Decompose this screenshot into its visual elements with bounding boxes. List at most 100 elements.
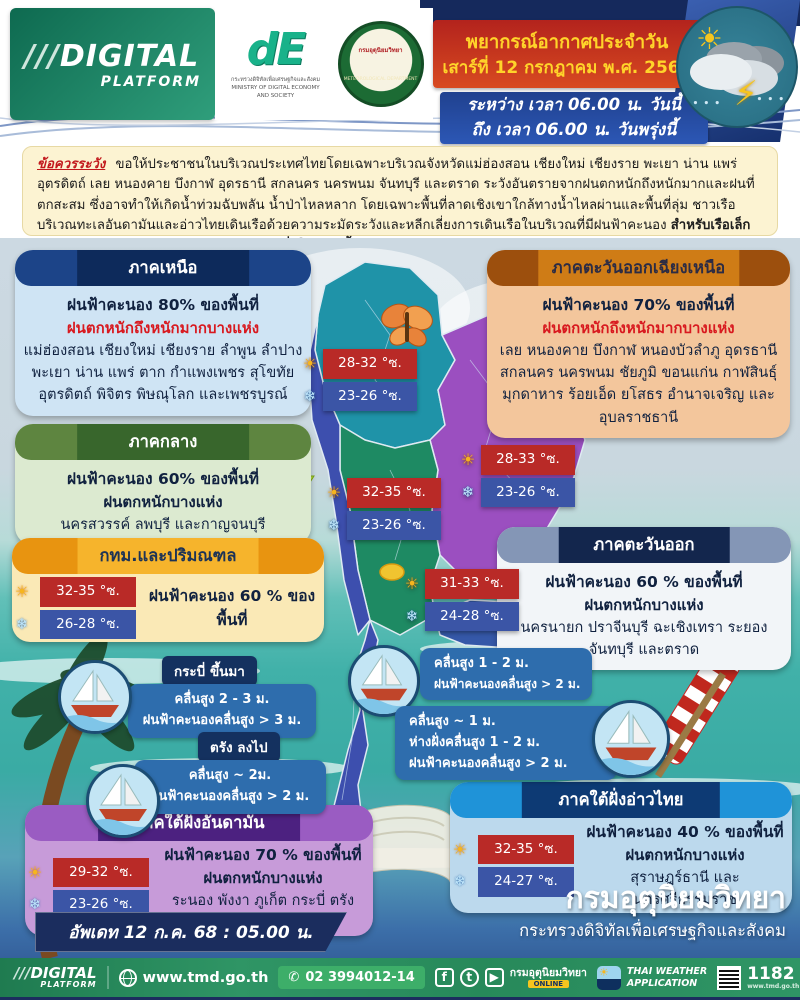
gulf-upper-wave-box: คลื่นสูง 1 - 2 ม. ฝนฟ้าคะนองคลื่นสูง > 2… xyxy=(420,648,592,700)
hotline-label: 1182 www.tmd.go.th xyxy=(747,963,800,990)
heavy-rain-note: ฝนตกหนักบางแห่ง xyxy=(625,846,745,865)
storm-wave-height: ฝนฟ้าคะนองคลื่นสูง > 2 ม. xyxy=(434,676,581,691)
globe-icon xyxy=(118,968,137,987)
lightning-icon: ⚡ xyxy=(734,74,758,114)
youtube-icon[interactable]: ▶ xyxy=(484,967,504,987)
rain-chance: ฝนฟ้าคะนอง 60% ของพื้นที่ xyxy=(67,470,259,488)
region-header-bangkok: กทม.และปริมณฑล xyxy=(12,538,324,574)
twitter-icon[interactable]: t xyxy=(459,967,479,987)
krabi-up-header: กระบี่ ขึ้นมา xyxy=(162,656,257,686)
region-header-northeast: ภาคตะวันออกเฉียงเหนือ xyxy=(487,250,790,286)
min-temp: 23-26 °ซ. xyxy=(323,381,417,412)
max-temp: 28-33 °ซ. xyxy=(481,444,575,475)
region-card-central: ภาคกลาง ฝนฟ้าคะนอง 60% ของพื้นที่ ฝนตกหน… xyxy=(15,424,311,545)
logo-bars-icon: /// xyxy=(14,964,31,982)
tmd-department-seal: กรมอุตุนิยมวิทยา METEOROLOGICAL DEPARTME… xyxy=(337,21,424,107)
warning-label: ข้อควรระวัง xyxy=(37,157,106,172)
region-header-north: ภาคเหนือ xyxy=(15,250,311,286)
region-header-east: ภาคตะวันออก xyxy=(497,527,791,563)
hot-thermometer-icon: ☀ xyxy=(452,839,468,859)
rain-dots-icon: ∙∙∙ xyxy=(756,92,789,105)
province-list: นครนายก ปราจีนบุรี ฉะเชิงเทรา ระยอง จันท… xyxy=(520,619,768,658)
gulf-forecast-text: ฝนฟ้าคะนอง 40 % ของพื้นที่ ฝนตกหนักบางแห… xyxy=(582,820,788,911)
title-line1: พยากรณ์อากาศประจำวัน xyxy=(465,32,669,54)
region-card-east: ภาคตะวันออก ฝนฟ้าคะนอง 60 % ของพื้นที่ ฝ… xyxy=(497,527,791,671)
min-temp: 23-26 °ซ. xyxy=(347,510,441,541)
wave-height: คลื่นสูง 1 - 2 ม. xyxy=(434,656,529,671)
ministry-caption: กระทรวงดิจิทัลเพื่อเศรษฐกิจและสังคม MINI… xyxy=(231,76,320,100)
heavy-rain-note: ฝนตกหนักบางแห่ง xyxy=(203,869,323,888)
region-title-northeast: ภาคตะวันออกเฉียงเหนือ xyxy=(537,250,740,286)
hot-thermometer-icon: ☀ xyxy=(14,582,30,602)
trang-down-header: ตรัง ลงไป xyxy=(198,732,280,762)
region-card-south-gulf: ภาคใต้ฝั่งอ่าวไทย ☀ ❄ 32-35 °ซ. 24-27 °ซ… xyxy=(450,782,792,914)
rain-chance: ฝนฟ้าคะนอง 70 % ของพื้นที่ xyxy=(164,846,362,864)
agency-name: กรมอุตุนิยมวิทยา xyxy=(565,881,786,916)
wave-height: คลื่นสูง ~ 1 ม. xyxy=(409,714,496,729)
max-temp: 32-35 °ซ. xyxy=(347,477,441,508)
footer-phone[interactable]: ✆ 02 3994012-14 xyxy=(278,966,425,989)
thermometer-icons: ☀ ❄ xyxy=(12,576,32,640)
heavy-rain-note: ฝนตกหนักถึงหนักมากบางแห่ง xyxy=(542,319,735,338)
storm-wave-height: ฝนฟ้าคะนองคลื่นสูง > 3 ม. xyxy=(142,712,302,728)
footer-website[interactable]: www.tmd.go.th xyxy=(118,968,269,987)
offshore-wave-height: ห่างฝั่งคลื่นสูง 1 - 2 ม. xyxy=(409,734,541,750)
rain-dots-icon: ∙∙∙ xyxy=(692,96,725,109)
region-header-south-gulf: ภาคใต้ฝั่งอ่าวไทย xyxy=(450,782,792,818)
region-card-bangkok: กทม.และปริมณฑล ☀ ❄ 32-35 °ซ. 26-28 °ซ. ฝ… xyxy=(12,538,324,642)
region-title-central: ภาคกลาง xyxy=(77,424,249,460)
rain-chance: ฝนฟ้าคะนอง 60 % ของพื้นที่ xyxy=(148,586,316,629)
heavy-rain-note: ฝนตกหนักบางแห่ง xyxy=(584,596,704,615)
thermometer-icons: ☀ ❄ xyxy=(302,354,318,405)
footer-bottom-strip xyxy=(0,997,800,1000)
thermometer-icons: ☀ ❄ xyxy=(25,857,45,921)
max-temp: 32-35 °ซ. xyxy=(40,576,136,607)
sailboat-icon xyxy=(86,764,160,838)
wave-height: คลื่นสูง 2 - 3 ม. xyxy=(174,692,270,707)
province-list: เลย หนองคาย บึงกาฬ หนองบัวลำภู อุดรธานี … xyxy=(499,342,778,426)
region-header-central: ภาคกลาง xyxy=(15,424,311,460)
phone-number[interactable]: 02 3994012-14 xyxy=(305,970,415,985)
cold-thermometer-icon: ❄ xyxy=(28,895,42,914)
logo-bars-icon: /// xyxy=(24,38,60,74)
warning-box: ข้อควรระวัง ขอให้ประชาชนในบริเวณประเทศไท… xyxy=(22,146,778,254)
rain-chance: ฝนฟ้าคะนอง 80% ของพื้นที่ xyxy=(67,296,259,314)
digital-platform-logo: ///DIGITAL PLATFORM xyxy=(10,8,215,120)
region-title-east: ภาคตะวันออก xyxy=(558,527,730,563)
beach-chair xyxy=(651,656,740,778)
website-url[interactable]: www.tmd.go.th xyxy=(142,969,269,986)
map-temp-northeast: ☀ ❄ 28-33 °ซ. 23-26 °ซ. xyxy=(458,444,575,508)
warning-text: ขอให้ประชาชนในบริเวณประเทศไทยโดยเฉพาะบริ… xyxy=(37,157,755,234)
region-title-north: ภาคเหนือ xyxy=(77,250,249,286)
rain-chance: ฝนฟ้าคะนอง 60 % ของพื้นที่ xyxy=(545,573,743,591)
region-title-bangkok: กทม.และปริมณฑล xyxy=(77,538,259,574)
thermometer-icons: ☀ ❄ xyxy=(460,450,476,501)
map-temp-east: ☀ ❄ 31-33 °ซ. 24-28 °ซ. xyxy=(402,568,519,632)
rain-chance: ฝนฟ้าคะนอง 70% ของพื้นที่ xyxy=(542,296,735,314)
white-cloud-icon xyxy=(690,54,752,90)
thermometer-icons: ☀ ❄ xyxy=(326,483,342,534)
subtitle-line1: ระหว่าง เวลา 06.00 น. วันนี้ xyxy=(466,95,681,115)
subtitle-line2: ถึง เวลา 06.00 น. วันพรุ่งนี้ xyxy=(471,120,677,139)
hot-thermometer-icon: ☀ xyxy=(27,862,43,882)
max-temp: 28-32 °ซ. xyxy=(323,348,417,379)
thermometer-icons: ☀ ❄ xyxy=(404,574,420,625)
temperature-stack: 29-32 °ซ. 23-26 °ซ. xyxy=(53,857,149,920)
footer-bar: ///DIGITAL PLATFORM www.tmd.go.th ✆ 02 3… xyxy=(0,958,800,997)
map-bangkok-marker xyxy=(379,563,405,581)
facebook-icon[interactable]: f xyxy=(434,967,454,987)
header-logo-panel: dE กระทรวงดิจิทัลเพื่อเศรษฐกิจและสังคม M… xyxy=(215,8,433,120)
temperature-stack: 32-35 °ซ. 26-28 °ซ. xyxy=(40,576,136,640)
phone-icon: ✆ xyxy=(288,970,300,985)
app-label: THAI WEATHER APPLICATION xyxy=(626,965,708,989)
trang-down-box: คลื่นสูง ~ 2ม. ฝนฟ้าคะนองคลื่นสูง > 2 ม. xyxy=(134,760,326,814)
krabi-up-box: คลื่นสูง 2 - 3 ม. ฝนฟ้าคะนองคลื่นสูง > 3… xyxy=(128,684,316,738)
province-list: สุราษฎร์ธานี และนครศรีธรรมราช xyxy=(630,869,740,908)
wave-height: คลื่นสูง ~ 2ม. xyxy=(188,768,272,783)
sun-cloud-rain-lightning-icon: ☀ ⚡ ∙∙∙ ∙∙∙ xyxy=(676,6,798,128)
footer-social: f t ▶ กรมอุตุนิยมวิทยา ONLINE xyxy=(434,967,587,988)
sailboat-icon xyxy=(592,700,670,778)
thai-weather-app-icon xyxy=(596,965,621,990)
footer-hotline[interactable]: 1182 www.tmd.go.th xyxy=(717,965,799,990)
